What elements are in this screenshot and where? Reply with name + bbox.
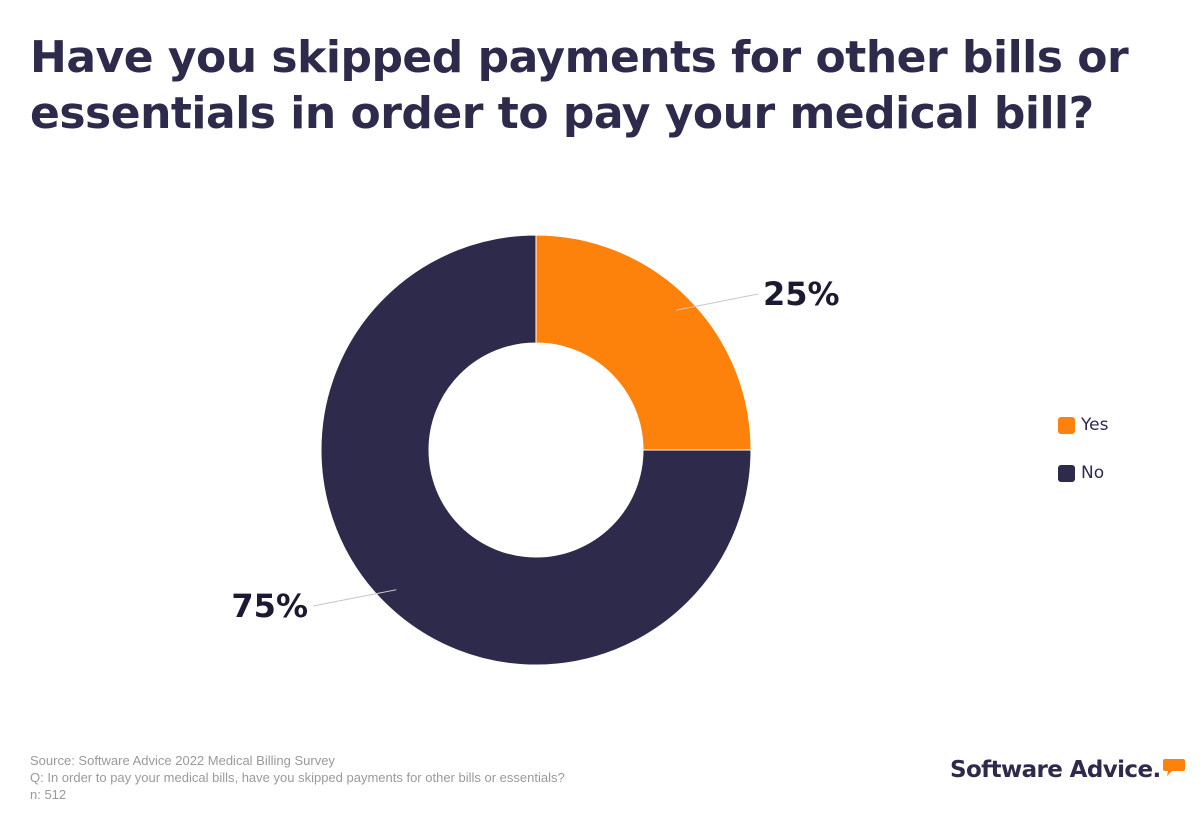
- chart-title: Have you skipped payments for other bill…: [30, 30, 1150, 142]
- data-label-no: 75%: [231, 587, 308, 625]
- legend-label-no: No: [1081, 463, 1105, 483]
- chart-title-line-2: essentials in order to pay your medical …: [30, 88, 1094, 139]
- sample-size-note: n: 512: [30, 787, 67, 802]
- leader-line-yes: [675, 293, 759, 311]
- legend: Yes No: [1058, 413, 1108, 509]
- data-label-yes: 25%: [763, 275, 840, 313]
- question-note: Q: In order to pay your medical bills, h…: [30, 770, 565, 785]
- logo-text: Software Advice.: [950, 757, 1161, 783]
- legend-label-yes: Yes: [1081, 415, 1109, 435]
- legend-swatch-no: [1058, 464, 1075, 482]
- legend-item-no: No: [1058, 461, 1108, 485]
- source-note: Source: Software Advice 2022 Medical Bil…: [30, 753, 335, 768]
- legend-item-yes: Yes: [1058, 413, 1108, 437]
- donut-slice-no: [320, 234, 752, 666]
- donut-slice-yes: [535, 234, 752, 451]
- chart-title-line-1: Have you skipped payments for other bill…: [30, 32, 1129, 83]
- leader-line-no: [312, 589, 397, 607]
- speech-bubble-icon: [1162, 759, 1185, 776]
- legend-swatch-yes: [1058, 416, 1075, 434]
- software-advice-logo: Software Advice.: [950, 757, 1185, 783]
- chart-footer: Source: Software Advice 2022 Medical Bil…: [30, 752, 565, 803]
